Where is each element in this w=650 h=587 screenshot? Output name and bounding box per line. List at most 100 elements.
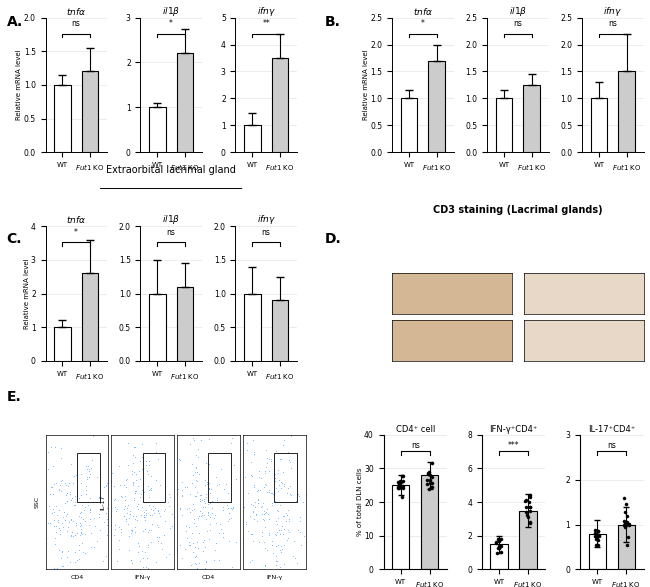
Point — [422, 468, 433, 477]
Point — [109, 519, 120, 529]
Point — [201, 556, 211, 565]
Point — [136, 485, 147, 495]
Point — [68, 532, 78, 541]
Point — [135, 492, 145, 502]
Point — [141, 456, 151, 465]
Point — [260, 467, 270, 476]
Point — [49, 515, 59, 525]
Point — [101, 508, 111, 518]
Point — [197, 510, 207, 519]
Point — [80, 516, 90, 525]
Text: A.: A. — [6, 15, 23, 29]
Point — [104, 470, 114, 480]
Point — [74, 421, 85, 430]
Point — [64, 578, 74, 587]
Point — [127, 526, 138, 535]
Point — [192, 444, 203, 453]
Point — [59, 508, 70, 517]
Point — [263, 510, 273, 519]
Point — [112, 504, 122, 514]
Point — [121, 514, 131, 524]
Text: ns: ns — [411, 441, 420, 450]
Point — [62, 481, 73, 491]
Point — [164, 501, 174, 510]
Point — [209, 545, 220, 555]
Point — [274, 525, 284, 534]
Point — [121, 585, 131, 587]
Point — [283, 484, 293, 493]
Point — [55, 525, 65, 535]
Point — [90, 448, 100, 458]
Point — [226, 438, 237, 448]
Point — [52, 511, 62, 520]
Point — [139, 512, 150, 522]
Point — [173, 525, 183, 535]
Point — [218, 528, 228, 538]
Point — [148, 501, 158, 510]
Point — [177, 491, 188, 500]
Point — [260, 561, 270, 570]
Point — [238, 534, 248, 543]
Point — [224, 515, 234, 524]
Point — [88, 431, 99, 441]
Text: ns: ns — [608, 19, 618, 28]
Point — [137, 453, 148, 462]
Y-axis label: IL-17: IL-17 — [101, 494, 106, 510]
Point — [57, 547, 68, 556]
Point — [261, 504, 272, 514]
Point — [198, 502, 208, 511]
Point — [196, 436, 206, 445]
Point — [175, 504, 185, 514]
Point — [209, 555, 220, 565]
Point — [135, 556, 146, 566]
Point — [619, 508, 630, 517]
Point — [265, 528, 275, 538]
Point — [55, 529, 65, 538]
Point — [592, 527, 603, 536]
Point — [287, 551, 298, 561]
Point — [114, 480, 125, 490]
Text: CD3 staining (Lacrimal glands): CD3 staining (Lacrimal glands) — [433, 205, 603, 215]
Point — [270, 529, 280, 538]
X-axis label: IFN-γ: IFN-γ — [266, 575, 282, 580]
Point — [594, 531, 604, 540]
Point — [209, 511, 220, 520]
Point — [75, 522, 86, 531]
Point — [261, 446, 271, 455]
Point — [133, 499, 144, 508]
Point — [278, 467, 289, 477]
Point — [89, 542, 99, 551]
Point — [163, 519, 174, 529]
Point — [88, 571, 98, 581]
Point — [99, 562, 110, 572]
Point — [105, 477, 116, 486]
Point — [242, 488, 253, 498]
Point — [270, 473, 280, 483]
Point — [61, 511, 72, 521]
Point — [138, 562, 148, 572]
Point — [61, 481, 72, 490]
Point — [116, 492, 127, 501]
Point — [237, 495, 247, 504]
Point — [185, 489, 196, 498]
Point — [94, 493, 105, 502]
Point — [221, 479, 231, 488]
Point — [277, 478, 287, 487]
Point — [72, 470, 82, 480]
Point — [279, 559, 289, 569]
Point — [259, 482, 269, 491]
Point — [161, 481, 171, 491]
Text: *: * — [169, 19, 173, 28]
Point — [104, 431, 114, 440]
Point — [120, 501, 130, 511]
Point — [274, 500, 285, 510]
Point — [85, 505, 96, 514]
Text: ns: ns — [166, 228, 176, 237]
Text: ns: ns — [72, 19, 81, 28]
Bar — [495, 99, 512, 152]
Point — [71, 521, 81, 530]
Point — [194, 511, 204, 521]
Point — [200, 475, 211, 484]
Point — [164, 549, 174, 559]
Point — [40, 508, 50, 518]
